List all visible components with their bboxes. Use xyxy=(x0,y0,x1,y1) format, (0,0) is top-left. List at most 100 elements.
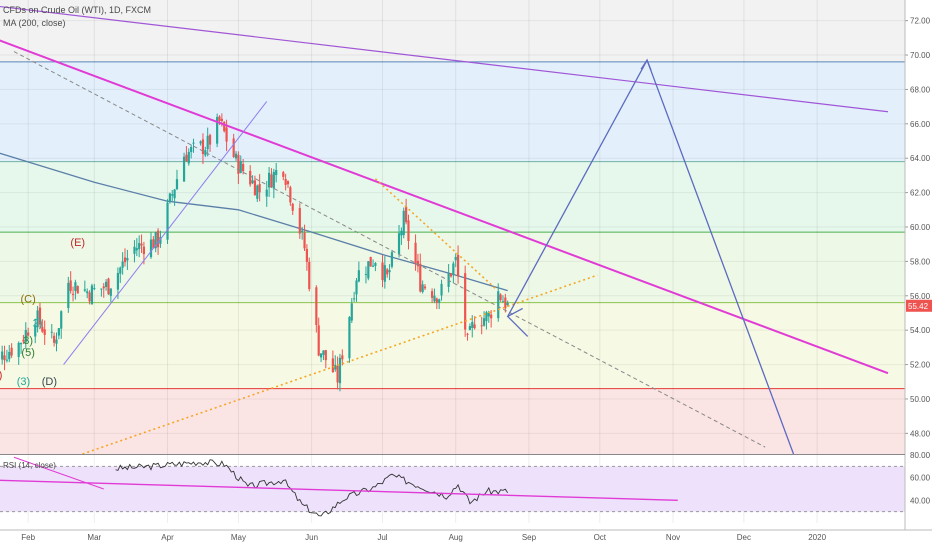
candle-body xyxy=(305,248,308,262)
candle-body xyxy=(168,193,171,203)
candle-body xyxy=(10,347,13,356)
candle-body xyxy=(208,135,212,145)
chart-title: CFDs on Crude Oil (WTI), 1D, FXCM xyxy=(3,5,152,15)
candle-body xyxy=(171,194,174,196)
candle-body xyxy=(308,261,311,289)
candle-body xyxy=(19,343,23,345)
candle-body xyxy=(388,270,391,273)
candle-body xyxy=(185,154,188,162)
candle-body xyxy=(405,206,408,223)
candle-body xyxy=(348,317,351,359)
candle-body xyxy=(367,261,370,279)
candle-body xyxy=(3,355,6,361)
candle-body xyxy=(381,262,384,281)
fib-zone-4 xyxy=(0,302,905,389)
trendlines xyxy=(0,5,889,455)
candle-body xyxy=(291,203,294,211)
x-tick-label: 2020 xyxy=(808,533,826,542)
y-tick-label: 64.00 xyxy=(910,154,931,163)
candle-body xyxy=(53,335,56,343)
candle-body xyxy=(220,118,223,122)
projection-arrow-tail xyxy=(506,307,529,337)
candle-body xyxy=(265,189,268,197)
candle-body xyxy=(142,246,146,255)
fib-zone-0 xyxy=(0,0,905,62)
candle-body xyxy=(383,265,386,282)
candle-body xyxy=(154,231,157,249)
candle-body xyxy=(402,210,405,236)
candle-body xyxy=(156,230,160,248)
candle-body xyxy=(357,270,360,282)
grid-lines xyxy=(0,0,905,523)
candle-body xyxy=(430,291,434,298)
candle-body xyxy=(464,273,467,330)
candle-body xyxy=(138,243,141,250)
candle-body xyxy=(204,150,207,156)
wave-label: (3) xyxy=(17,376,30,388)
candle-body xyxy=(140,243,143,246)
candle-body xyxy=(414,242,417,264)
candle-body xyxy=(239,161,242,173)
candle-body xyxy=(242,163,245,172)
ma-legend: MA (200, close) xyxy=(3,18,66,28)
candle-body xyxy=(88,292,91,302)
candle-body xyxy=(390,252,394,267)
y-tick-label: 72.00 xyxy=(910,17,931,26)
candle-body xyxy=(421,284,424,292)
candle-body xyxy=(435,298,438,303)
rsi-pane: 80.00 60.00 40.00 xyxy=(0,451,931,517)
candle-body xyxy=(1,351,4,360)
candle-body xyxy=(497,291,500,319)
candle-body xyxy=(449,273,453,277)
candle-body xyxy=(386,269,389,275)
candle-body xyxy=(50,331,53,333)
candle-body xyxy=(301,230,304,233)
x-tick-label: Mar xyxy=(87,533,101,542)
candle-body xyxy=(270,174,273,188)
x-tick-label: May xyxy=(231,533,246,542)
candle-body xyxy=(109,288,112,296)
candle-body xyxy=(369,256,372,267)
wave-label: 2) xyxy=(33,318,43,330)
candle-body xyxy=(74,282,77,291)
candle-body xyxy=(232,138,235,158)
candle-body xyxy=(166,202,169,240)
y-tick-label: 56.00 xyxy=(910,292,931,301)
candle-body xyxy=(57,328,60,336)
candle-body xyxy=(350,303,353,321)
fib-zone-5 xyxy=(0,388,905,454)
candle-body xyxy=(490,314,493,319)
candle-body xyxy=(190,146,193,153)
trendline-gray-dashed xyxy=(13,51,766,448)
rsi-trendline-short xyxy=(13,456,104,490)
candle-body xyxy=(268,172,271,188)
candle-body xyxy=(433,295,436,302)
candle-body xyxy=(506,302,509,306)
wave-label: (5) xyxy=(21,347,34,359)
candle-body xyxy=(159,236,162,244)
candle-body xyxy=(41,326,44,332)
price-label-box xyxy=(906,299,932,312)
candle-body xyxy=(480,325,483,327)
candle-body xyxy=(253,180,257,196)
y-tick-label: 52.00 xyxy=(910,361,931,370)
candle-body xyxy=(286,181,290,185)
x-tick-label: Jun xyxy=(305,533,318,542)
candle-body xyxy=(36,310,39,328)
candle-body xyxy=(34,325,37,337)
ma-200-line xyxy=(0,152,508,292)
candle-body xyxy=(331,358,334,373)
candle-body xyxy=(322,350,325,355)
candle-body xyxy=(121,261,124,268)
candle-body xyxy=(71,293,75,295)
candle-body xyxy=(317,325,320,356)
candle-body xyxy=(102,286,105,289)
candle-body xyxy=(282,172,285,177)
candle-body xyxy=(468,326,471,330)
candle-body xyxy=(123,257,127,263)
rsi-line xyxy=(115,459,509,517)
wave-labels: (E)(C)2)3)(5)(B)(3)(D)) xyxy=(0,237,85,388)
candle-body xyxy=(423,286,427,289)
candle-body xyxy=(501,301,505,303)
